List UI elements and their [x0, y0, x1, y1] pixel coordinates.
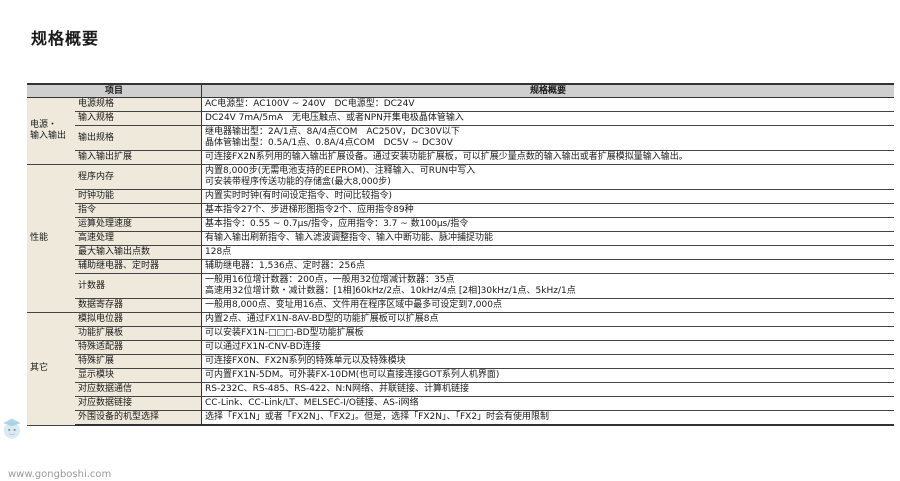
- item-cell: 输出规格: [75, 125, 202, 151]
- table-row: 对应数据链接 CC-Link、CC-Link/LT、MELSEC-I/O链接、AS…: [27, 396, 894, 411]
- table-row: 其它 模拟电位器 内置2点、通过FX1N-8AV-BD型的功能扩展板可以扩展8点: [27, 312, 894, 426]
- item-cell: 指令: [75, 203, 202, 218]
- spec-value-cell: 可以通过FX1N-CNV-BD连接: [201, 340, 894, 355]
- item-cell: 时钟功能: [75, 189, 202, 204]
- table-row: 运算处理速度 基本指令：0.55 ~ 0.7μs/指令，应用指令：3.7 ~ 数1…: [27, 217, 894, 232]
- item-cell: 最大输入输出点数: [75, 245, 202, 260]
- category-cell: 其它: [27, 312, 75, 426]
- table-row: 输入规格 DC24V 7mA/5mA 无电压触点、或者NPN开集电极晶体管输入: [27, 111, 894, 126]
- item-cell: 输入输出扩展: [75, 150, 202, 165]
- table-body: 电源・ 输入输出 电源规格 AC电源型：AC100V ~ 240V DC电源型：DC…: [27, 97, 894, 426]
- table-row: 时钟功能 内置实时时钟(有时间设定指令、时间比较指令): [27, 189, 894, 204]
- item-cell: 特殊扩展: [75, 354, 202, 369]
- spec-value-cell: 可以安装FX1N-□□□-BD型功能扩展板: [201, 326, 894, 341]
- table-row: 高速处理 有输入输出刷新指令、输入滤波调整指令、输入中断功能、脉冲捕捉功能: [27, 231, 894, 246]
- item-cell: 模拟电位器: [75, 312, 202, 327]
- spec-value-cell: 可连接FX2N系列用的输入输出扩展设备。通过安装功能扩展板，可以扩展少量点数的输…: [201, 150, 894, 165]
- item-cell: 功能扩展板: [75, 326, 202, 341]
- spec-value-cell: 一般用16位增计数器：200点，一般用32位增减计数器：35点 高速用32位增计…: [201, 273, 894, 299]
- table-row: 指令 基本指令27个、步进梯形图指令2个、应用指令89种: [27, 203, 894, 218]
- spec-value-cell: 有输入输出刷新指令、输入滤波调整指令、输入中断功能、脉冲捕捉功能: [201, 231, 894, 246]
- item-cell: 显示模块: [75, 368, 202, 383]
- spec-value-cell: CC-Link、CC-Link/LT、MELSEC-I/O链接、AS-i网络: [201, 396, 894, 411]
- item-cell: 输入规格: [75, 111, 202, 126]
- spec-value-cell: 基本指令27个、步进梯形图指令2个、应用指令89种: [201, 203, 894, 218]
- item-cell: 电源规格: [75, 97, 202, 112]
- item-cell: 对应数据通信: [75, 382, 202, 397]
- spec-value-cell: 继电器输出型：2A/1点、8A/4点COM AC250V，DC30V以下 晶体管…: [201, 125, 894, 151]
- item-cell: 外围设备的机型选择: [75, 410, 202, 426]
- table-row: 对应数据通信 RS-232C、RS-485、RS-422、N:N网络、并联链接、计…: [27, 382, 894, 397]
- item-cell: 对应数据链接: [75, 396, 202, 411]
- spec-value-cell: 内置实时时钟(有时间设定指令、时间比较指令): [201, 189, 894, 204]
- item-cell: 程序内存: [75, 164, 202, 190]
- table-row: 显示模块 可内置FX1N-5DM。可外装FX-10DM(也可以直接连接GOT系列人…: [27, 368, 894, 383]
- spec-value-cell: 一般用8,000点、变址用16点、文件用在程序区域中最多可设定到7,000点: [201, 298, 894, 313]
- spec-table: 项目 规格概要 电源・ 输入输出 电源规格 AC电源型：AC100V ~ 240V …: [27, 83, 894, 426]
- item-cell: 计数器: [75, 273, 202, 299]
- spec-value-cell: 基本指令：0.55 ~ 0.7μs/指令，应用指令：3.7 ~ 数100μs/指…: [201, 217, 894, 232]
- item-cell: 运算处理速度: [75, 217, 202, 232]
- spec-value-cell: 128点: [201, 245, 894, 260]
- table-row: 功能扩展板 可以安装FX1N-□□□-BD型功能扩展板: [27, 326, 894, 341]
- table-row: 输入输出扩展 可连接FX2N系列用的输入输出扩展设备。通过安装功能扩展板，可以扩展…: [27, 150, 894, 165]
- table-row: 计数器 一般用16位增计数器：200点，一般用32位增减计数器：35点 高速用32…: [27, 273, 894, 299]
- spec-value-cell: 内置2点、通过FX1N-8AV-BD型的功能扩展板可以扩展8点: [201, 312, 894, 327]
- table-row: 数据寄存器 一般用8,000点、变址用16点、文件用在程序区域中最多可设定到7,0…: [27, 298, 894, 313]
- spec-value-cell: RS-232C、RS-485、RS-422、N:N网络、并联链接、计算机链接: [201, 382, 894, 397]
- watermark-logo-icon: [3, 418, 21, 439]
- spec-value-cell: 可内置FX1N-5DM。可外装FX-10DM(也可以直接连接GOT系列人机界面): [201, 368, 894, 383]
- table-row: 最大输入输出点数 128点: [27, 245, 894, 260]
- table-row: 输出规格 继电器输出型：2A/1点、8A/4点COM AC250V，DC30V以下…: [27, 125, 894, 151]
- table-row: 性能 程序内存 内置8,000步(无需电池支持的EEPROM)、注释输入、可RUN中…: [27, 164, 894, 313]
- table-row: 电源・ 输入输出 电源规格 AC电源型：AC100V ~ 240V DC电源型：DC…: [27, 97, 894, 165]
- header-spec: 规格概要: [201, 83, 894, 98]
- category-cell: 电源・ 输入输出: [27, 97, 75, 165]
- category-cell: 性能: [27, 164, 75, 313]
- watermark-url: www.gongboshi.com: [8, 469, 112, 480]
- item-cell: 辅助继电器、定时器: [75, 259, 202, 274]
- table-row: 辅助继电器、定时器 辅助继电器：1,536点、定时器：256点: [27, 259, 894, 274]
- spec-value-cell: DC24V 7mA/5mA 无电压触点、或者NPN开集电极晶体管输入: [201, 111, 894, 126]
- table-row: 外围设备的机型选择 选择「FX1N」或者「FX2N」、「FX2」。但是，选择「FX…: [27, 410, 894, 426]
- item-cell: 数据寄存器: [75, 298, 202, 313]
- spec-value-cell: AC电源型：AC100V ~ 240V DC电源型：DC24V: [201, 97, 894, 112]
- table-header-row: 项目 规格概要: [27, 83, 894, 98]
- item-cell: 特殊适配器: [75, 340, 202, 355]
- header-item: 项目: [27, 83, 202, 98]
- table-row: 特殊扩展 可连接FX0N、FX2N系列的特殊单元以及特殊模块: [27, 354, 894, 369]
- table-row: 特殊适配器 可以通过FX1N-CNV-BD连接: [27, 340, 894, 355]
- spec-value-cell: 内置8,000步(无需电池支持的EEPROM)、注释输入、可RUN中写入 可安装…: [201, 164, 894, 190]
- spec-value-cell: 可连接FX0N、FX2N系列的特殊单元以及特殊模块: [201, 354, 894, 369]
- spec-value-cell: 辅助继电器：1,536点、定时器：256点: [201, 259, 894, 274]
- item-cell: 高速处理: [75, 231, 202, 246]
- page-title: 规格概要: [31, 29, 100, 48]
- spec-value-cell: 选择「FX1N」或者「FX2N」、「FX2」。但是，选择「FX2N」、「FX2」…: [201, 410, 894, 426]
